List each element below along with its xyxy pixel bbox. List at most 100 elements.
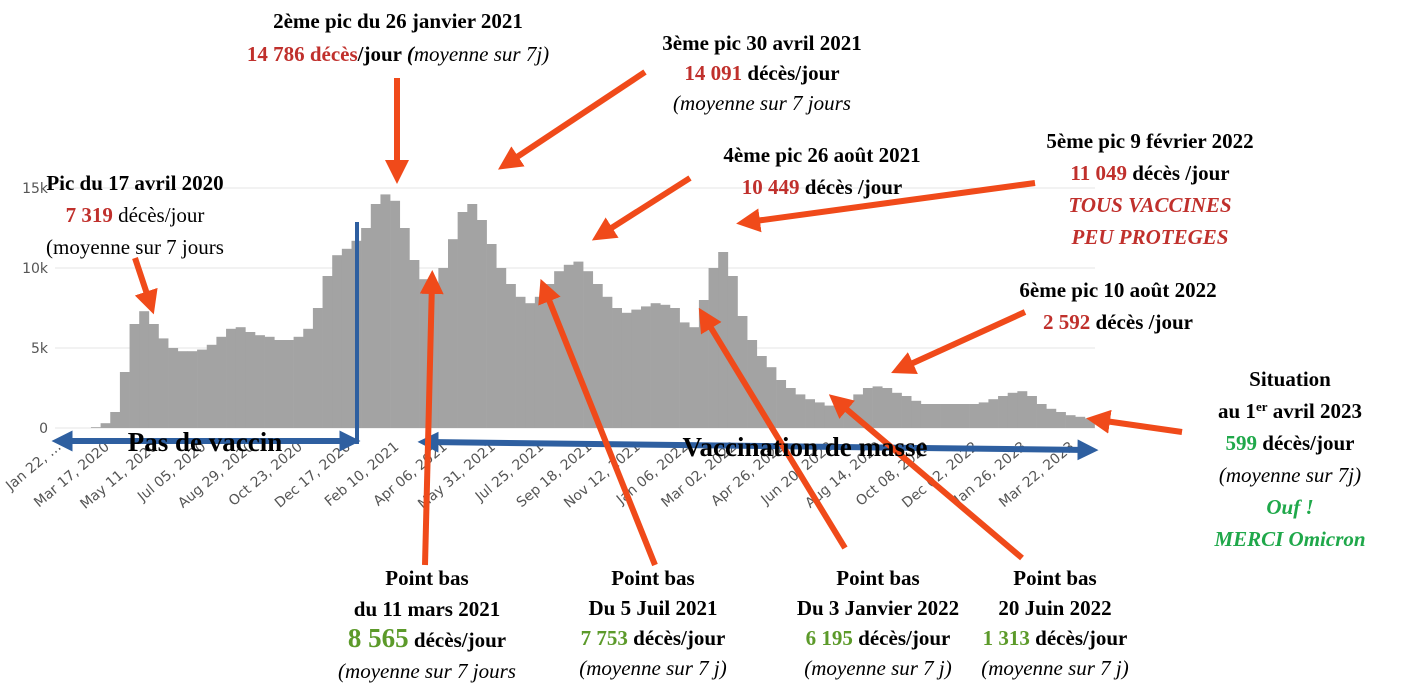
bar <box>756 356 767 428</box>
annotation-text: /jour <box>357 42 407 66</box>
bar <box>496 268 507 428</box>
annotation-arrow <box>538 278 658 567</box>
annotation-text: 7 753 <box>581 626 628 650</box>
annotation: 14 786 décès/jour (moyenne sur 7j) <box>247 42 549 66</box>
annotation-text: Du 5 Juil 2021 <box>589 596 718 620</box>
annotation-arrow <box>1086 409 1183 435</box>
bar <box>573 261 584 428</box>
bar <box>862 388 873 428</box>
bar <box>949 404 960 428</box>
annotation-text: Situation <box>1249 367 1331 391</box>
bar <box>235 327 246 428</box>
annotation-text: décès/jour <box>113 203 205 227</box>
bar <box>283 340 294 428</box>
bar <box>168 348 179 428</box>
bar <box>1036 404 1047 428</box>
annotation-text: er <box>1256 399 1268 414</box>
annotation-text: Point bas <box>1013 566 1096 590</box>
bar <box>399 228 410 428</box>
bar <box>766 367 777 428</box>
annotation-text: (moyenne sur 7 jours <box>673 91 851 115</box>
annotation: (moyenne sur 7 j) <box>981 656 1129 680</box>
annotation-text: 2ème pic du 26 janvier 2021 <box>273 9 523 33</box>
annotation-text: 4ème pic 26 août 2021 <box>723 143 920 167</box>
bar <box>612 308 622 428</box>
annotation-text: 11 049 <box>1070 161 1127 185</box>
bar <box>90 427 101 428</box>
bar <box>505 284 516 428</box>
annotation-text: 6ème pic 10 août 2022 <box>1019 278 1216 302</box>
annotation-arrow <box>828 394 1024 561</box>
annotation: Du 3 Janvier 2022 <box>797 596 959 620</box>
annotation-text: (moyenne sur 7 jours <box>46 235 224 259</box>
bar <box>409 260 420 428</box>
annotation-text: décès/jour <box>628 626 725 650</box>
bar <box>1017 391 1028 428</box>
annotation: Point bas <box>836 566 919 590</box>
annotation: (moyenne sur 7 jours <box>46 235 224 259</box>
bar <box>795 394 806 428</box>
annotation: Point bas <box>1013 566 1096 590</box>
bar <box>448 239 458 428</box>
annotation: 6ème pic 10 août 2022 <box>1019 278 1216 302</box>
bar <box>853 394 864 428</box>
annotation-text: (moyenne sur 7 jours <box>338 659 516 683</box>
annotation: (moyenne sur 7 j) <box>804 656 952 680</box>
bar <box>911 400 922 428</box>
annotation: 20 Juin 2022 <box>998 596 1111 620</box>
bar <box>631 309 642 428</box>
annotation-text: 8 565 <box>348 623 409 653</box>
bar <box>1075 416 1086 428</box>
annotation-text: 10 449 <box>742 175 800 199</box>
bar <box>274 340 285 428</box>
bar <box>380 194 391 428</box>
annotation: Point bas <box>385 566 468 590</box>
bar <box>698 300 709 428</box>
annotation: du 11 mars 2021 <box>354 597 500 621</box>
bar <box>891 392 902 428</box>
bar <box>148 324 159 428</box>
annotation-text: PEU PROTEGES <box>1071 225 1229 249</box>
annotation-text: (moyenne sur 7 j) <box>579 656 727 680</box>
annotation-text: 599 <box>1226 431 1258 455</box>
annotation-text: Pic du 17 avril 2020 <box>46 171 223 195</box>
bar <box>341 248 352 428</box>
bar <box>177 351 188 428</box>
annotation-arrow <box>698 307 848 550</box>
bar <box>293 336 304 428</box>
bar <box>583 271 594 428</box>
bar <box>1027 396 1037 428</box>
bar <box>303 328 314 428</box>
bar <box>438 268 449 428</box>
y-tick-label: 0 <box>39 421 48 437</box>
annotation-text: 2 592 <box>1043 310 1090 334</box>
bar <box>727 276 738 428</box>
bar <box>1065 415 1076 428</box>
bar <box>129 324 140 428</box>
annotation-text: du 11 mars 2021 <box>354 597 500 621</box>
annotation-text: Point bas <box>611 566 694 590</box>
bar <box>776 380 787 428</box>
bar <box>872 386 883 428</box>
annotation-arrow <box>891 309 1027 374</box>
bar <box>158 338 169 428</box>
annotation: Ouf ! <box>1266 495 1313 519</box>
bar <box>370 204 381 428</box>
annotation: 6 195 décès/jour <box>806 626 951 650</box>
bar <box>390 200 401 428</box>
annotation-text: 3ème pic 30 avril 2021 <box>662 31 861 55</box>
bar <box>602 296 613 428</box>
bar <box>660 304 671 428</box>
bar <box>882 388 893 428</box>
annotation: (moyenne sur 7 j) <box>579 656 727 680</box>
annotation-text: Ouf ! <box>1266 495 1313 519</box>
annotation: (moyenne sur 7 jours <box>338 659 516 683</box>
bar <box>1055 412 1066 428</box>
annotation-arrow <box>736 180 1036 233</box>
bar <box>969 404 980 428</box>
bar <box>592 284 603 428</box>
bar <box>525 303 536 428</box>
annotation: TOUS VACCINES <box>1068 193 1231 217</box>
period-label: Vaccination de masse <box>682 432 927 462</box>
annotation-text: moyenne sur 7j) <box>414 42 549 66</box>
